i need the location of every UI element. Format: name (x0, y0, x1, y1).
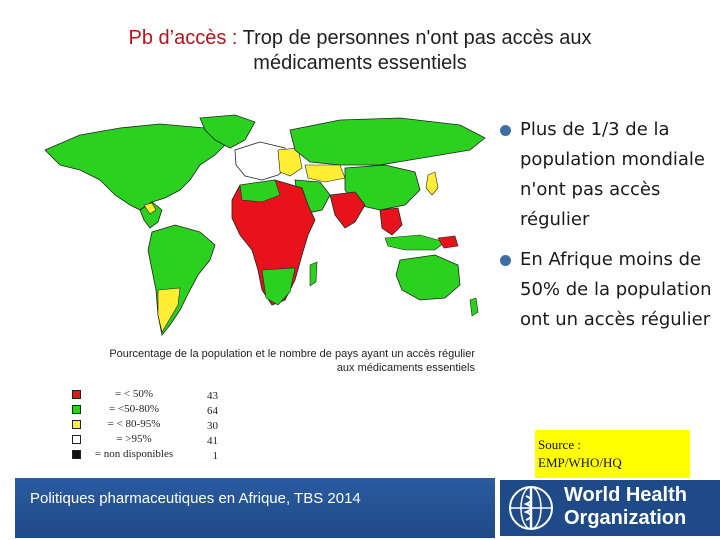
who-wordmark: World Health Organization (564, 484, 687, 530)
region-south-asia (329, 191, 366, 229)
legend-caption-line1: Pourcentage de la population et le nombr… (109, 348, 475, 360)
region-madagascar (309, 261, 318, 287)
legend-item: = <50-80% 64 (70, 403, 230, 418)
region-central-america-yellow (143, 202, 157, 215)
source-label: Source : (538, 437, 581, 452)
legend-swatch-black (72, 450, 81, 459)
bullet-item: En Afrique moins de 50% de la population… (500, 245, 715, 335)
region-south-america-yellow (157, 287, 181, 333)
legend-count: 30 (207, 420, 218, 432)
legend-label: = non disponibles (94, 448, 174, 460)
region-papua (437, 235, 459, 249)
title-line2: médicaments essentiels (253, 52, 467, 74)
region-australia (395, 254, 461, 301)
region-north-africa (239, 179, 281, 203)
bullet-item: Plus de 1/3 de la population mondiale n'… (500, 115, 715, 235)
legend-caption: Pourcentage de la population et le nombr… (40, 347, 475, 375)
bullet-list: Plus de 1/3 de la population mondiale n'… (500, 115, 715, 335)
bullet-text: Plus de 1/3 de la population mondiale n'… (520, 119, 705, 230)
region-south-america (147, 224, 216, 336)
who-emblem-icon (509, 486, 553, 530)
map-legend: = < 50% 43 = <50-80% 64 = < 80-95% 30 = … (70, 388, 230, 463)
legend-label: = <50-80% (109, 403, 159, 415)
slide-title: Pb d’accès : Trop de personnes n'ont pas… (20, 26, 700, 76)
region-greenland (199, 114, 256, 149)
region-new-zealand (469, 297, 479, 317)
region-north-america (44, 123, 231, 211)
region-indonesia (384, 234, 446, 251)
region-southern-africa (261, 267, 296, 306)
legend-swatch-green (72, 405, 81, 414)
legend-swatch-red (72, 390, 81, 399)
who-line2: Organization (564, 507, 687, 529)
bullet-text: En Afrique moins de 50% de la population… (520, 249, 712, 330)
legend-swatch-yellow (72, 420, 81, 429)
footer-bar (15, 478, 495, 538)
region-southeast-asia (379, 207, 403, 236)
legend-swatch-white (72, 435, 81, 444)
legend-item: = < 80-95% 30 (70, 418, 230, 433)
legend-count: 64 (207, 405, 218, 417)
world-access-map (44, 114, 486, 336)
region-russia (289, 117, 486, 166)
legend-label: = < 50% (114, 388, 154, 400)
legend-count: 43 (207, 390, 218, 402)
title-line1: Trop de personnes n'ont pas accès aux (242, 27, 592, 49)
region-japan (425, 171, 439, 196)
region-central-america (139, 201, 163, 229)
who-logo: World Health Organization (500, 480, 720, 536)
legend-item: = non disponibles 1 (70, 448, 230, 463)
region-europe (234, 141, 291, 181)
region-africa (231, 179, 316, 306)
title-prefix: Pb d’accès : (128, 27, 238, 49)
source-box: Source : EMP/WHO/HQ (535, 430, 690, 478)
legend-caption-line2: aux médicaments essentiels (336, 362, 475, 374)
legend-count: 41 (207, 435, 218, 447)
bullet-dot-icon (500, 125, 511, 136)
footer-text: Politiques pharmaceutiques en Afrique, T… (30, 490, 361, 507)
who-line1: World Health (564, 484, 687, 506)
legend-label: = >95% (116, 433, 152, 445)
legend-count: 1 (212, 450, 219, 462)
legend-item: = >95% 41 (70, 433, 230, 448)
source-value: EMP/WHO/HQ (538, 455, 622, 470)
region-central-asia (304, 164, 346, 183)
bullet-dot-icon (500, 255, 511, 266)
legend-label: = < 80-95% (107, 418, 161, 430)
legend-item: = < 50% 43 (70, 388, 230, 403)
